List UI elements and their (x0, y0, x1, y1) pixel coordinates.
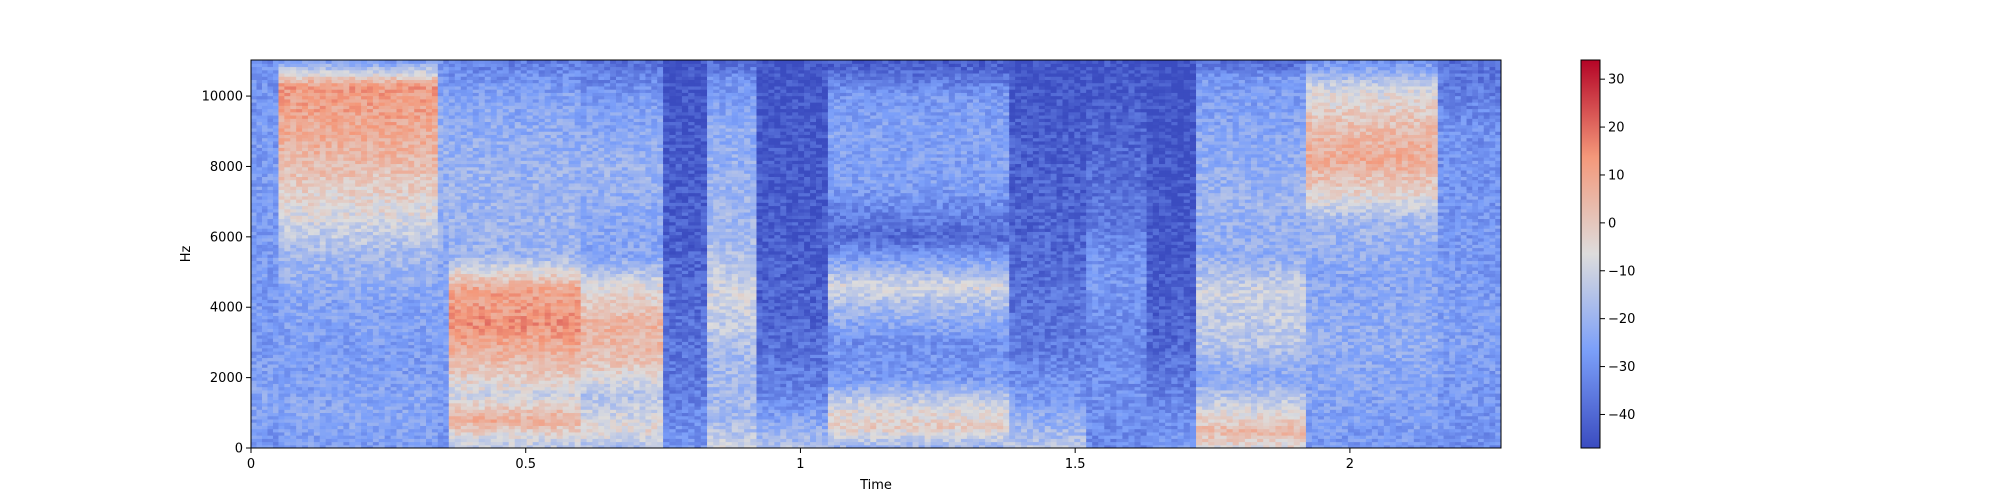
spectrogram-cell (302, 60, 309, 64)
spectrogram-cell (349, 60, 356, 64)
spectrogram-cell (414, 60, 421, 64)
spectrogram-cell (461, 60, 468, 64)
spectrogram-cell (262, 60, 268, 64)
spectrogram-cell (308, 60, 315, 64)
spectrogram-cell (485, 60, 492, 64)
spectrogram-cell (443, 60, 449, 64)
spectrogram-cell (343, 60, 350, 64)
spectrogram-cell (402, 60, 409, 64)
spectrogram-cell (332, 60, 339, 64)
spectrogram-cell (426, 60, 433, 64)
spectrogram-segment (251, 60, 279, 449)
spectrogram-cell (420, 60, 427, 64)
spectrogram-cell (367, 60, 374, 64)
spectrogram-cell (290, 60, 297, 64)
spectrogram-cell (361, 60, 368, 64)
spectrogram-cell (391, 60, 398, 64)
spectrogram-cell (432, 60, 439, 64)
spectrogram-cell (438, 60, 444, 64)
spectrogram-segment (438, 60, 450, 449)
spectrogram-segment (449, 60, 581, 449)
spectrogram-cell (449, 60, 456, 64)
spectrogram-cell (379, 60, 386, 64)
spectrogram-cell (267, 60, 273, 64)
spectrogram-cell (284, 60, 291, 64)
spectrogram-cell (467, 60, 474, 64)
spectrogram-cell (455, 60, 462, 64)
spectrogram-cell (373, 60, 380, 64)
spectrogram-cell (397, 60, 404, 64)
spectrogram-cell (273, 60, 279, 64)
spectrogram-cell (256, 60, 262, 64)
spectrogram-cell (251, 60, 257, 64)
spectrogram-cell (278, 60, 285, 64)
spectrogram-cell (326, 60, 333, 64)
spectrogram-cell (355, 60, 362, 64)
spectrogram-cell (320, 60, 327, 64)
spectrogram-cell (408, 60, 415, 64)
spectrogram-cell (314, 60, 321, 64)
spectrogram-cell (337, 60, 344, 64)
spectrogram-segment (278, 60, 438, 449)
spectrogram-cell (385, 60, 392, 64)
spectrogram-cell (479, 60, 486, 64)
spectrogram-cell (473, 60, 480, 64)
spectrogram-heatmap (251, 60, 1502, 449)
spectrogram-cell (296, 60, 303, 64)
